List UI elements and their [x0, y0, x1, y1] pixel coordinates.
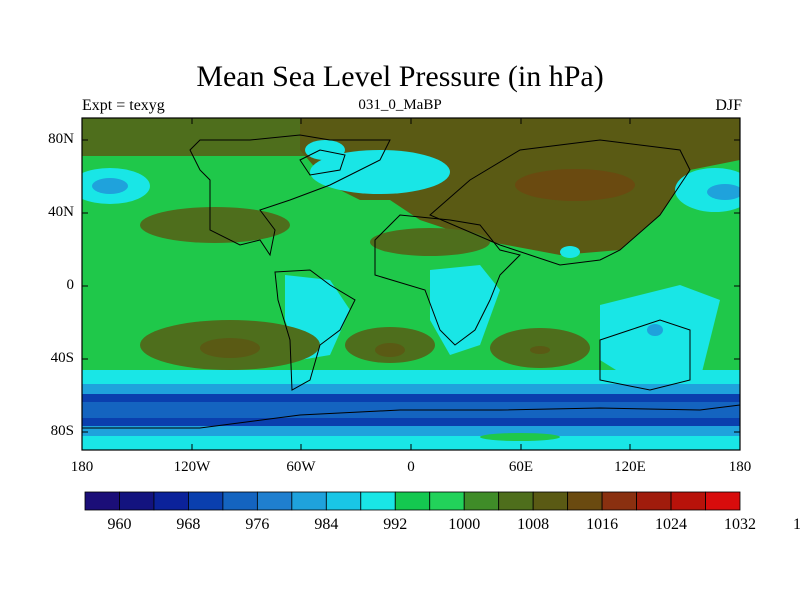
colorbar-swatch	[601, 491, 637, 511]
colorbar-label: 1032	[724, 516, 756, 533]
experiment-label: Expt = texyg	[82, 97, 165, 114]
colorbar-label: 960	[107, 516, 132, 533]
colorbar-label: 1024	[655, 516, 688, 533]
field-pacific-high	[140, 207, 290, 243]
colorbar-label: 1016	[586, 516, 619, 533]
lon-tick-label: 120E	[614, 459, 646, 475]
lon-tick-label: 60W	[286, 459, 316, 475]
field-siberian-high	[515, 169, 635, 201]
colorbar-swatch	[188, 491, 224, 511]
coast-africa	[374, 214, 521, 346]
colorbar-label: 1000	[448, 516, 481, 533]
colorbar-swatch	[705, 491, 741, 511]
colorbar-label: 992	[383, 516, 408, 533]
coast-north-america	[189, 134, 391, 257]
lat-tick-label: 40N	[48, 204, 74, 220]
colorbar-swatch	[84, 491, 120, 511]
colorbar-swatch	[463, 491, 500, 511]
colorbar-swatch	[532, 491, 569, 511]
colorbar-swatch	[498, 491, 534, 511]
axis-ticks	[81, 118, 741, 450]
coast-south-america	[274, 269, 356, 391]
colorbar-label: 976	[245, 516, 270, 533]
colorbar-swatch	[394, 491, 431, 511]
colorbar-swatch	[291, 491, 327, 511]
field-so-band1	[82, 370, 740, 384]
colorbar-label: 1008	[517, 516, 550, 533]
colorbar-swatch	[153, 491, 189, 511]
lat-tick-label: 40S	[50, 350, 74, 366]
colorbar-swatch	[119, 491, 155, 511]
lon-tick-label: 0	[407, 459, 415, 475]
colorbar-label: 984	[314, 516, 339, 533]
coastlines	[82, 134, 740, 429]
lon-tick-label: 180	[70, 459, 94, 475]
colorbar-swatch	[670, 491, 706, 511]
coast-greenland	[299, 149, 346, 176]
map-title: Mean Sea Level Pressure (in hPa)	[196, 60, 604, 93]
coast-australia	[599, 319, 691, 391]
lon-tick-label: 60E	[508, 459, 534, 475]
colorbar-swatch	[636, 491, 672, 511]
lon-tick-label: 120W	[173, 459, 211, 475]
map-subtitle: 031_0_MaBP	[358, 97, 442, 113]
coast-eurasia	[429, 139, 691, 266]
season-label: DJF	[715, 97, 742, 114]
colorbar-swatch	[325, 491, 362, 511]
colorbar-swatch	[429, 491, 465, 511]
lat-tick-label: 80N	[48, 131, 74, 147]
lat-tick-label: 0	[66, 277, 75, 293]
colorbar-swatch	[222, 491, 258, 511]
pressure-field	[82, 118, 740, 450]
colorbar-label: 1040	[792, 516, 800, 533]
colorbar-label: 968	[176, 516, 201, 533]
coast-antarctica	[82, 404, 740, 429]
colorbar-swatch	[567, 491, 603, 511]
colorbar-swatch	[360, 491, 396, 511]
colorbar-swatch	[256, 491, 293, 511]
colorbar	[84, 491, 741, 511]
lon-tick-label: 180	[728, 459, 752, 475]
field-azores-high	[370, 228, 490, 256]
field-africa-low	[430, 265, 500, 355]
lat-tick-label: 80S	[50, 423, 74, 439]
field-icelandic-low	[310, 150, 450, 194]
